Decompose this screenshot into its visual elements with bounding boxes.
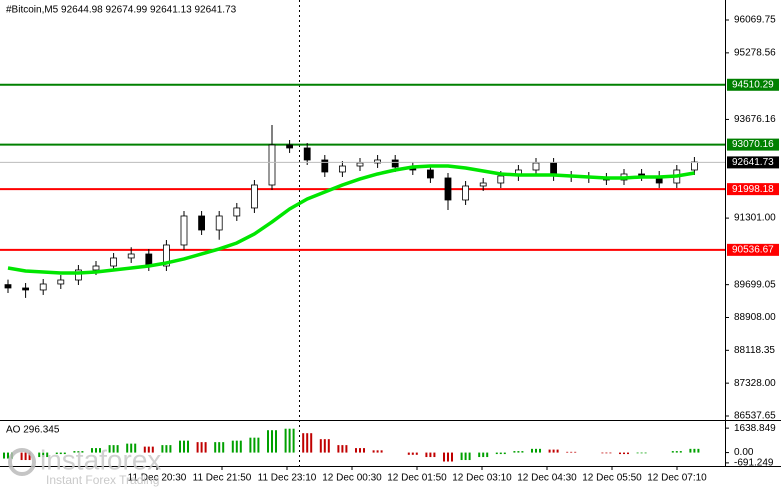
candle-body [426,169,434,179]
candle-body [22,287,30,291]
x-tick-label: 12 Dec 03:10 [452,473,512,484]
candle-body [233,207,241,217]
candle-body [532,162,540,171]
current-price-box [727,156,779,169]
candle-body [162,244,170,267]
x-tick-label: 12 Dec 07:10 [647,473,707,484]
candle-body [303,147,311,161]
y-tick-label: 89699.05 [734,279,776,290]
level-label: 91998.18 [732,184,774,195]
candle-body [321,159,329,173]
x-tick-label: 11 Dec 20:30 [128,473,187,484]
candle-body [39,283,47,291]
indicator-label: AO 296.345 [6,425,60,436]
y-tick-label: 95278.56 [734,48,776,59]
y-tick-label: 87328.00 [734,378,776,389]
watermark-tagline: Instant Forex Trading [46,473,159,487]
x-tick-label: 11 Dec 21:50 [193,473,252,484]
candle-body [391,159,399,168]
candle-body [75,269,82,281]
candle-body [691,161,698,171]
watermark: instaforex Instant Forex Trading [8,444,161,487]
y-tick-label: 93676.16 [734,114,776,125]
y-tick-label: 88118.35 [734,345,775,356]
candle-body [286,144,294,149]
candle-body [374,159,382,164]
level-label: 94510.29 [732,79,774,90]
candle-body [215,215,223,231]
y-tick-label: 88908.00 [734,312,776,323]
watermark-brand: instaforex [40,444,161,475]
x-tick-label: 12 Dec 04:30 [517,473,577,484]
level-label: 90536.67 [732,244,774,255]
x-tick-label: 12 Dec 00:30 [322,473,382,484]
level-label-box [727,183,779,196]
candle-body [180,215,188,246]
indicator-tick-label: 1638.849 [734,423,776,434]
indicator-tick-label: -691.249 [734,458,774,469]
x-tick-label: 11 Dec 23:10 [258,473,317,484]
candle-body [4,284,12,289]
moving-average [7,164,695,275]
candle-body [250,184,258,209]
candle-body [57,279,65,285]
candle-body [356,162,364,167]
level-label-box [727,243,779,256]
candle-body [110,257,117,267]
watermark-logo [8,448,36,476]
y-tick-label: 91301.00 [734,213,776,224]
level-label-box [727,78,779,91]
level-label: 93070.16 [732,139,774,150]
y-tick-label: 96069.75 [734,15,776,26]
chart-title: #Bitcoin,M5 92644.98 92674.99 92641.13 9… [6,5,237,16]
x-tick-label: 12 Dec 01:50 [387,473,447,484]
plot: 96069.75 95278.56 93676.16 91301.00 89699.05… [0,15,779,484]
y-tick-label: 86537.65 [734,411,776,422]
level-label-box [727,138,779,151]
candle-body [497,175,505,184]
candle-body [92,265,100,271]
candle-body [268,144,276,186]
candle-body [127,253,135,259]
indicator-tick-label: 0.00 [734,447,754,458]
x-tick-label: 12 Dec 05:50 [582,473,642,484]
candle-body [444,177,452,201]
current-price-label: 92641.73 [732,157,774,168]
candle-body [338,165,346,173]
candle-body [198,215,206,231]
candle-body [479,182,487,187]
candle-body [462,185,470,201]
